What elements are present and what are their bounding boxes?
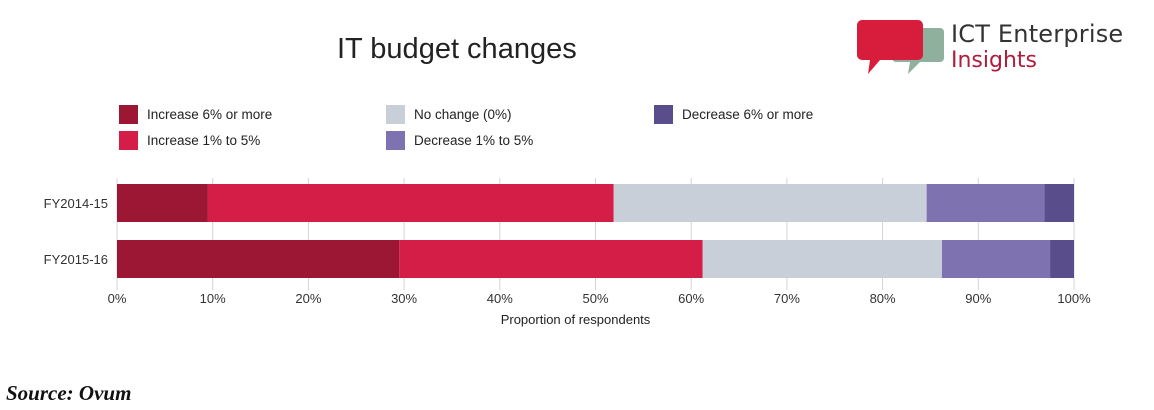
legend-swatch — [386, 105, 405, 124]
bar-segment — [1050, 240, 1074, 278]
x-axis-label: Proportion of respondents — [501, 312, 651, 327]
logo-text-line2: Insights — [951, 48, 1038, 73]
x-tick-label: 40% — [487, 291, 513, 306]
legend-item: Increase 1% to 5% — [119, 131, 260, 150]
bar-segment — [926, 184, 1045, 222]
logo: ICT Enterprise Insights — [856, 18, 1136, 80]
bar-segment — [399, 240, 703, 278]
y-category-label: FY2015-16 — [44, 252, 108, 267]
legend-swatch — [654, 105, 673, 124]
bar-segment — [207, 184, 614, 222]
legend-item: Increase 6% or more — [119, 105, 272, 124]
x-tick-label: 30% — [391, 291, 417, 306]
legend-label: Decrease 1% to 5% — [414, 133, 534, 148]
x-tick-label: 0% — [108, 291, 127, 306]
x-tick-label: 80% — [870, 291, 896, 306]
x-tick-label: 90% — [965, 291, 991, 306]
legend-swatch — [119, 131, 138, 150]
legend-swatch — [119, 105, 138, 124]
bar-segment — [1044, 184, 1074, 222]
legend-label: Decrease 6% or more — [682, 107, 814, 122]
bar-segment — [941, 240, 1051, 278]
logo-text-line1: ICT Enterprise — [951, 20, 1124, 48]
x-tick-label: 50% — [582, 291, 608, 306]
legend-label: No change (0%) — [414, 107, 512, 122]
legend-label: Increase 1% to 5% — [147, 133, 261, 148]
y-category-label: FY2014-15 — [44, 196, 108, 211]
x-tick-label: 20% — [295, 291, 321, 306]
legend-item: Decrease 1% to 5% — [386, 131, 533, 150]
speech-bubbles-icon — [857, 20, 944, 74]
bar-segment — [613, 184, 927, 222]
chart-title: IT budget changes — [337, 33, 577, 65]
bar-segment — [117, 184, 208, 222]
legend-item: No change (0%) — [386, 105, 512, 124]
bar-segment — [702, 240, 942, 278]
x-tick-label: 70% — [774, 291, 800, 306]
x-tick-label: 10% — [200, 291, 226, 306]
source-note: Source: Ovum — [6, 381, 132, 405]
legend-label: Increase 6% or more — [147, 107, 273, 122]
x-tick-label: 100% — [1057, 291, 1091, 306]
legend-item: Decrease 6% or more — [654, 105, 813, 124]
legend-swatch — [386, 131, 405, 150]
chart-plot: 0% 10% 20% 30% 40% 50% 60% 70% 80% 90% 100% FY2014-… — [44, 178, 1091, 327]
bar-segment — [117, 240, 400, 278]
x-tick-label: 60% — [678, 291, 704, 306]
